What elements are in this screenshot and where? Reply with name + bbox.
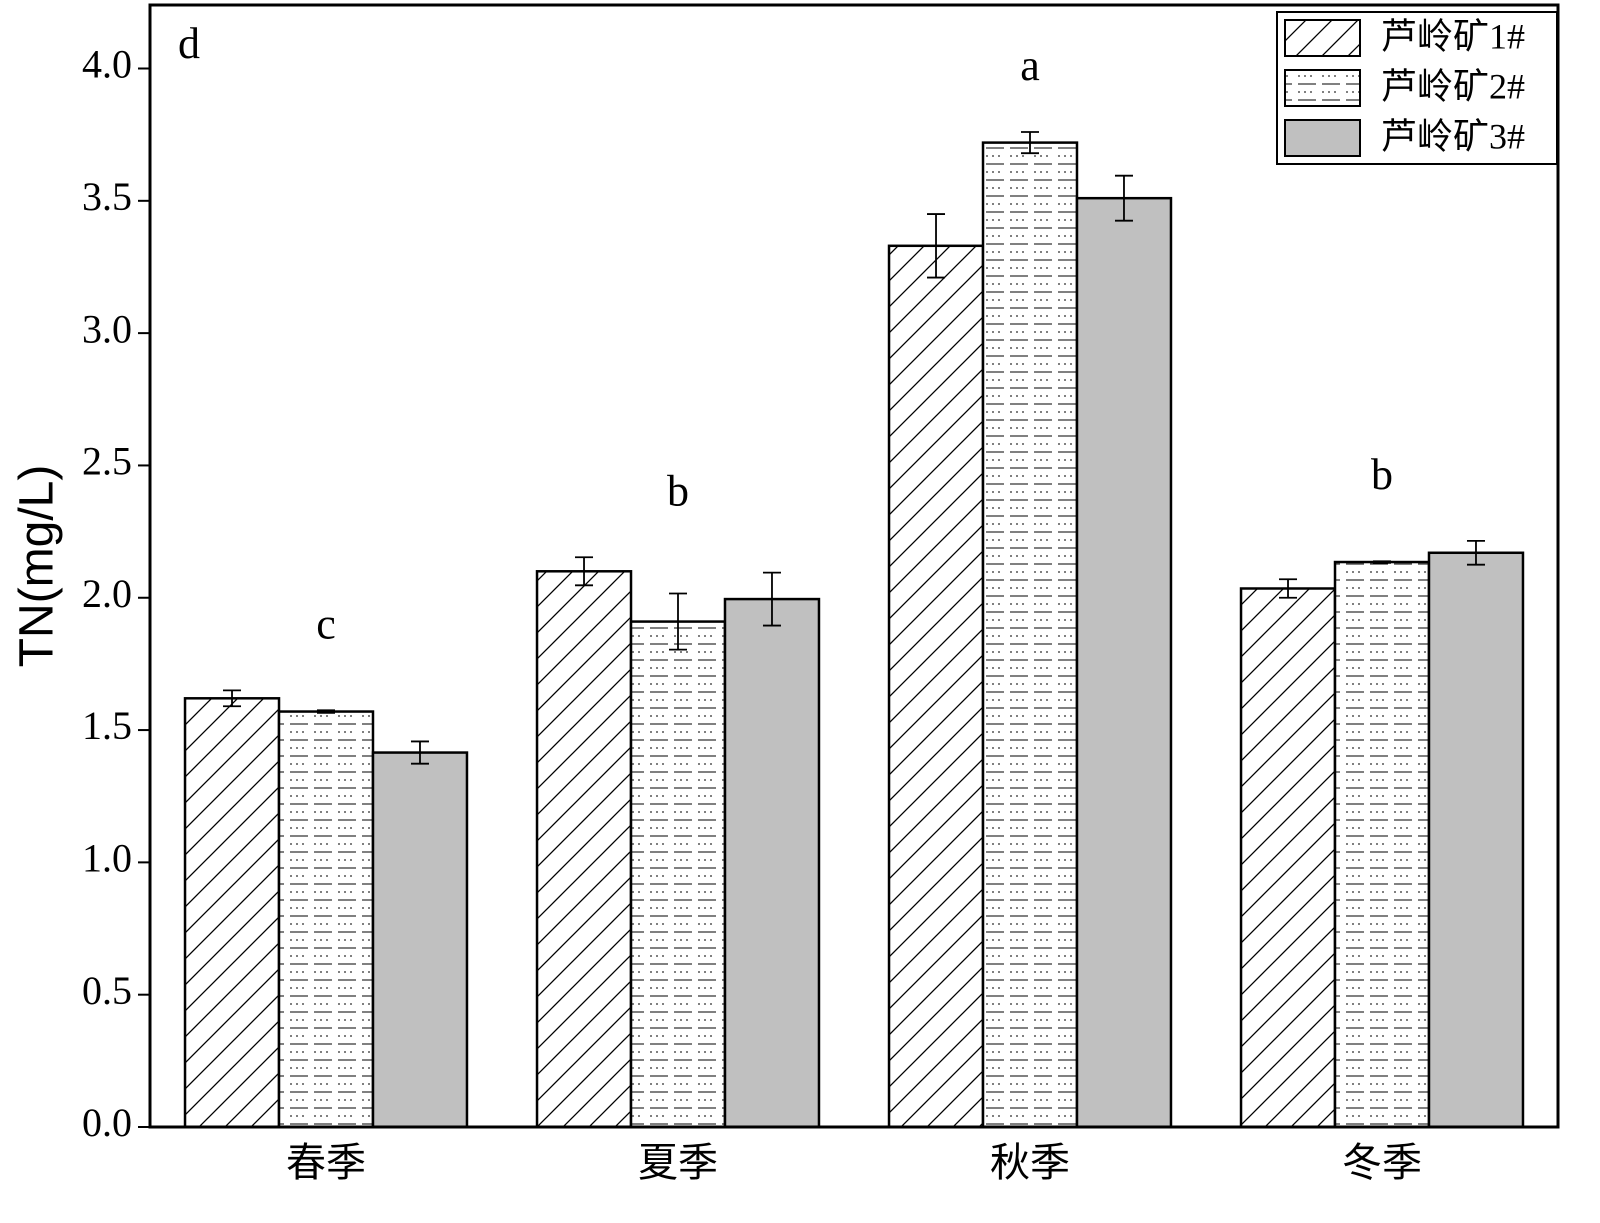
x-tick-label: 春季 <box>286 1140 366 1185</box>
bar <box>535 570 633 1129</box>
error-bar <box>927 213 946 279</box>
x-tick-label: 夏季 <box>638 1140 718 1185</box>
x-tick-label: 冬季 <box>1342 1140 1422 1185</box>
y-tick-label: 1.5 <box>82 703 132 748</box>
bar <box>371 751 469 1129</box>
y-tick-label: 2.5 <box>82 439 132 484</box>
bar <box>887 244 985 1129</box>
significance-letter: a <box>1020 41 1040 90</box>
y-tick-label: 4.0 <box>82 42 132 87</box>
y-tick-label: 2.0 <box>82 571 132 616</box>
significance-letter: c <box>316 599 336 648</box>
error-bar <box>762 571 781 627</box>
y-tick-label: 1.0 <box>82 836 132 881</box>
legend-label: 芦岭矿2# <box>1381 66 1525 106</box>
panel-label: d <box>178 19 200 68</box>
error-bar <box>575 556 594 587</box>
legend-label: 芦岭矿1# <box>1381 16 1525 56</box>
significance-letter: b <box>667 466 689 515</box>
bar <box>1239 587 1337 1129</box>
legend-swatch <box>1284 119 1361 157</box>
bar <box>723 597 821 1129</box>
x-tick-label: 秋季 <box>990 1140 1070 1185</box>
bar <box>1333 560 1431 1129</box>
error-bar <box>317 709 335 714</box>
bar <box>629 620 727 1129</box>
error-bar <box>223 689 242 708</box>
y-tick-label: 0.5 <box>82 968 132 1013</box>
y-tick-label: 3.0 <box>82 306 132 351</box>
significance-letter: b <box>1371 450 1393 499</box>
error-bar <box>1021 131 1039 155</box>
bar <box>1427 551 1525 1129</box>
y-tick-label: 3.5 <box>82 174 132 219</box>
error-bar <box>1279 578 1298 599</box>
error-bar <box>410 740 429 765</box>
bar <box>1075 196 1173 1129</box>
error-bar <box>1114 174 1133 222</box>
error-bar <box>1373 560 1391 564</box>
legend-swatch <box>1284 69 1361 107</box>
legend-label: 芦岭矿3# <box>1381 116 1525 156</box>
bar <box>183 697 281 1129</box>
bar <box>981 141 1079 1129</box>
y-tick-label: 0.0 <box>82 1100 132 1145</box>
error-bar <box>1466 539 1485 566</box>
error-bar <box>669 592 687 651</box>
y-axis-title: TN(mg/L) <box>11 465 64 668</box>
bar <box>277 710 375 1129</box>
legend-swatch <box>1284 19 1361 57</box>
plot-frame <box>148 3 1560 1129</box>
